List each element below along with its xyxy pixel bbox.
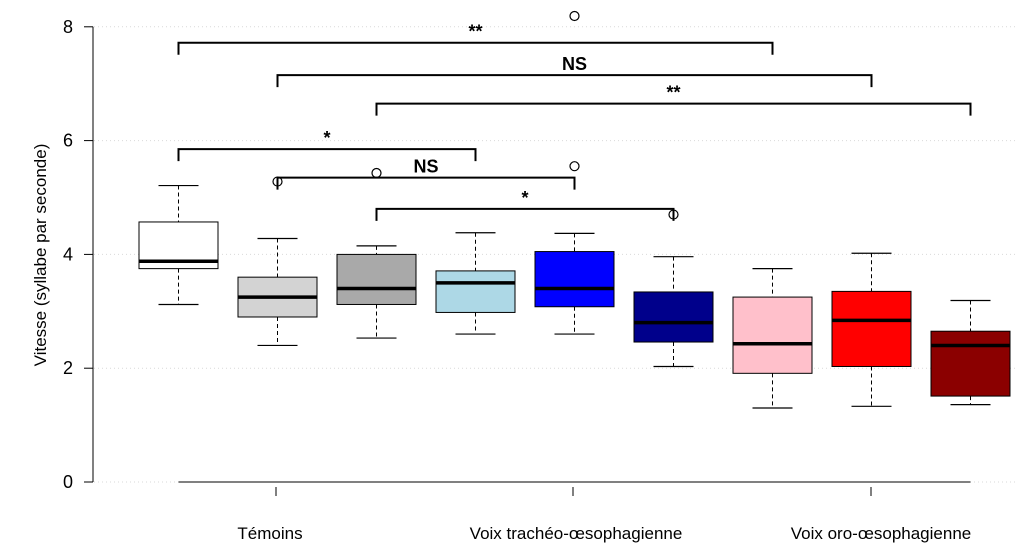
outlier-point <box>371 167 382 179</box>
box-body <box>732 296 813 374</box>
significance-bracket-1: NS <box>276 54 873 88</box>
significance-bracket-2: ** <box>375 83 972 116</box>
significance-bracket-0: ** <box>177 22 774 55</box>
significance-bracket-5: * <box>375 188 675 221</box>
box-body <box>633 291 714 343</box>
significance-label: ** <box>468 22 482 42</box>
box-body <box>831 290 912 367</box>
significance-bracket-4: NS <box>276 157 576 190</box>
significance-label: * <box>323 128 330 148</box>
x-category-label-tracheo: Voix trachéo-œsophagienne <box>470 524 683 543</box>
box-5 <box>633 209 714 368</box>
significance-label: NS <box>562 54 587 74</box>
significance-label: * <box>521 188 528 208</box>
bracket-line <box>375 102 972 116</box>
box-body <box>534 251 615 308</box>
y-axis: 0 2 4 6 8 <box>63 17 94 492</box>
y-tick-label-4: 8 <box>63 17 73 37</box>
significance-label: NS <box>413 157 438 177</box>
bracket-line <box>276 176 576 190</box>
y-tick-label-2: 4 <box>63 244 73 264</box>
significance-brackets: **NS***NS* <box>177 22 972 221</box>
bracket-line <box>375 207 675 221</box>
x-category-label-temoins: Témoins <box>237 524 302 543</box>
box-4 <box>534 10 615 335</box>
y-tick-label-3: 6 <box>63 131 73 151</box>
outlier-point <box>569 10 580 22</box>
box-8 <box>930 299 1011 406</box>
box-body <box>930 330 1011 397</box>
bracket-line <box>276 74 873 88</box>
significance-bracket-3: * <box>177 128 477 162</box>
bracket-line <box>177 148 477 162</box>
significance-label: ** <box>666 83 680 103</box>
outlier-point <box>569 161 580 172</box>
x-axis: Témoins Voix trachéo-œsophagienne Voix o… <box>237 487 971 543</box>
box-body <box>435 270 516 313</box>
box-6 <box>732 268 813 409</box>
box-7 <box>831 252 912 407</box>
box-3 <box>435 232 516 335</box>
box-2 <box>336 167 417 339</box>
bracket-line <box>177 41 774 55</box>
box-body <box>336 253 417 305</box>
y-tick-label-1: 2 <box>63 358 73 378</box>
box-1 <box>237 176 318 347</box>
y-axis-label: Vitesse (syllabe par seconde) <box>31 144 50 367</box>
box-0 <box>138 184 219 306</box>
boxes <box>138 10 1011 409</box>
y-tick-label-0: 0 <box>63 472 73 492</box>
x-category-label-oro: Voix oro-œsophagienne <box>791 524 972 543</box>
